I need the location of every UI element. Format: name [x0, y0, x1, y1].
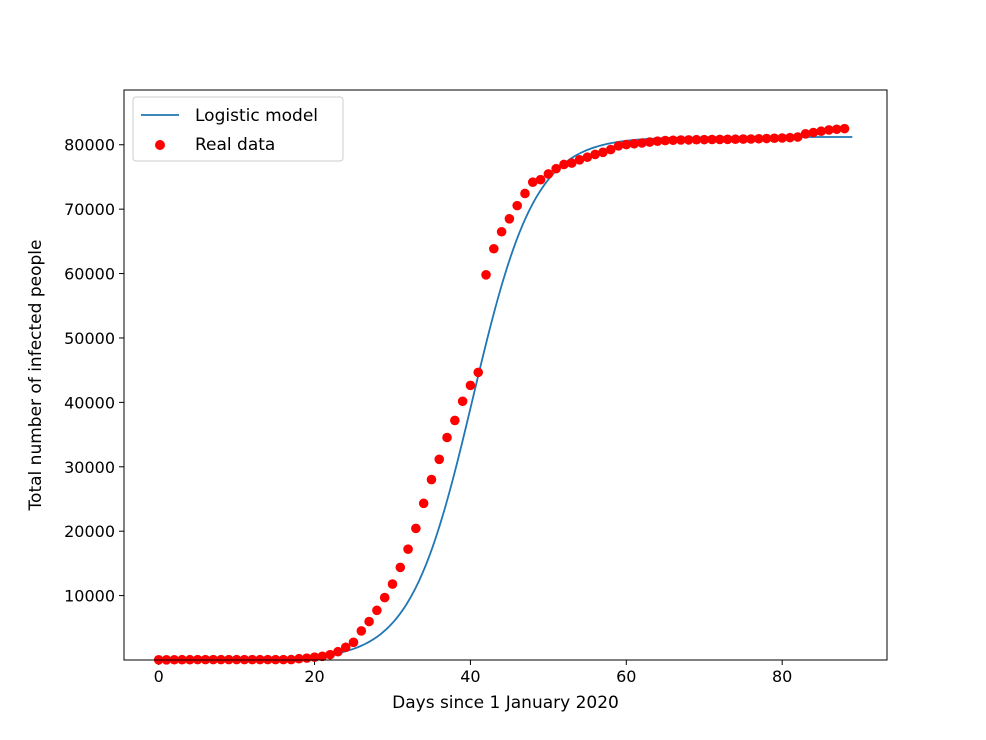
real-data-point: [395, 562, 406, 573]
x-tick-label: 80: [772, 667, 792, 686]
y-tick-label: 20000: [64, 522, 115, 541]
y-tick-label: 70000: [64, 200, 115, 219]
real-data-point: [520, 188, 530, 199]
legend-real-data-swatch: [155, 140, 165, 150]
real-data-point: [831, 124, 842, 135]
x-tick-label: 0: [154, 667, 164, 686]
real-data-point: [426, 474, 437, 485]
real-data-point: [691, 134, 702, 145]
real-data-point: [372, 605, 382, 616]
legend-real-data-label: Real data: [195, 135, 275, 155]
real-data-point: [496, 226, 507, 237]
real-data-point: [824, 125, 834, 135]
real-data-point: [512, 200, 522, 211]
y-tick-label: 30000: [64, 458, 115, 477]
real-data-point: [457, 396, 468, 407]
real-data-point: [551, 163, 561, 174]
real-data-point: [683, 135, 694, 145]
real-data-point: [442, 432, 452, 443]
plot-content: [153, 123, 853, 665]
real-data-point: [294, 653, 304, 664]
real-data-point: [707, 134, 717, 145]
real-data-point: [753, 133, 764, 144]
real-data-point: [800, 129, 811, 139]
real-data-point: [761, 133, 772, 144]
y-tick-label: 10000: [64, 587, 115, 606]
real-data-point: [582, 152, 593, 163]
y-axis-ticks: 10000 20000 30000 40000 50000 60000 70000 80000: [64, 136, 124, 606]
y-tick-label: 50000: [64, 329, 115, 348]
real-data-point: [590, 149, 600, 160]
real-data-point: [699, 134, 710, 145]
real-data-point: [535, 174, 546, 185]
real-data-point: [387, 579, 398, 589]
real-data-point: [473, 367, 484, 378]
real-data-point: [465, 380, 476, 391]
y-tick-label: 40000: [64, 393, 115, 412]
real-data-point: [715, 134, 725, 145]
real-data-point: [527, 177, 538, 187]
real-data-point: [574, 155, 585, 165]
real-data-point: [769, 133, 780, 144]
real-data-point: [317, 651, 328, 662]
real-data-point: [543, 169, 554, 179]
real-data-point: [340, 642, 351, 653]
real-data-point: [348, 637, 359, 648]
real-data-point: [730, 134, 741, 145]
real-data-point: [738, 134, 749, 144]
legend: Logistic model Real data: [132, 96, 344, 162]
x-tick-label: 60: [616, 667, 636, 686]
real-data-point: [403, 544, 413, 554]
real-data-point: [411, 523, 421, 534]
real-data-point: [746, 134, 756, 144]
real-data-point: [504, 214, 515, 224]
real-data-point: [637, 138, 647, 148]
real-data-point: [660, 135, 671, 146]
y-axis-title: Total number of infected people: [26, 240, 46, 512]
real-data-point: [777, 133, 787, 143]
real-data-point: [559, 159, 569, 170]
real-data-point: [301, 653, 312, 663]
legend-frame: [132, 96, 344, 162]
x-tick-label: 40: [460, 667, 480, 686]
real-data-point: [722, 134, 733, 145]
real-data-point: [450, 415, 460, 426]
x-tick-label: 20: [304, 667, 324, 686]
real-data-point: [598, 147, 608, 158]
real-data-point: [652, 136, 663, 146]
plot-area: [124, 90, 887, 660]
real-data-point: [325, 649, 335, 660]
real-data-point: [434, 454, 445, 465]
real-data-point: [566, 158, 577, 168]
y-tick-label: 60000: [64, 265, 115, 284]
real-data-point: [379, 592, 390, 603]
real-data-point: [792, 132, 803, 142]
real-data-point: [668, 135, 678, 146]
real-data-point: [808, 127, 819, 138]
real-data-point: [418, 498, 429, 509]
real-data-point: [481, 270, 491, 280]
real-data-point: [489, 243, 499, 254]
y-tick-label: 80000: [64, 136, 115, 155]
real-data-point: [605, 144, 616, 155]
real-data-point: [785, 132, 795, 143]
real-data-point: [816, 126, 826, 137]
legend-logistic-model-label: Logistic model: [195, 106, 318, 126]
real-data-point: [613, 141, 624, 151]
real-data-point: [676, 135, 686, 145]
real-data-point: [364, 616, 374, 627]
x-axis-ticks: 0 20 40 60 80: [154, 660, 792, 686]
x-axis-title: Days since 1 January 2020: [392, 693, 619, 713]
plot-frame: [123, 89, 888, 661]
real-data-point: [333, 646, 343, 657]
real-data-point: [629, 138, 639, 149]
real-data-point: [621, 139, 632, 150]
real-data-point: [644, 137, 655, 147]
real-data-point: [356, 626, 367, 636]
real-data-point: [839, 123, 850, 134]
